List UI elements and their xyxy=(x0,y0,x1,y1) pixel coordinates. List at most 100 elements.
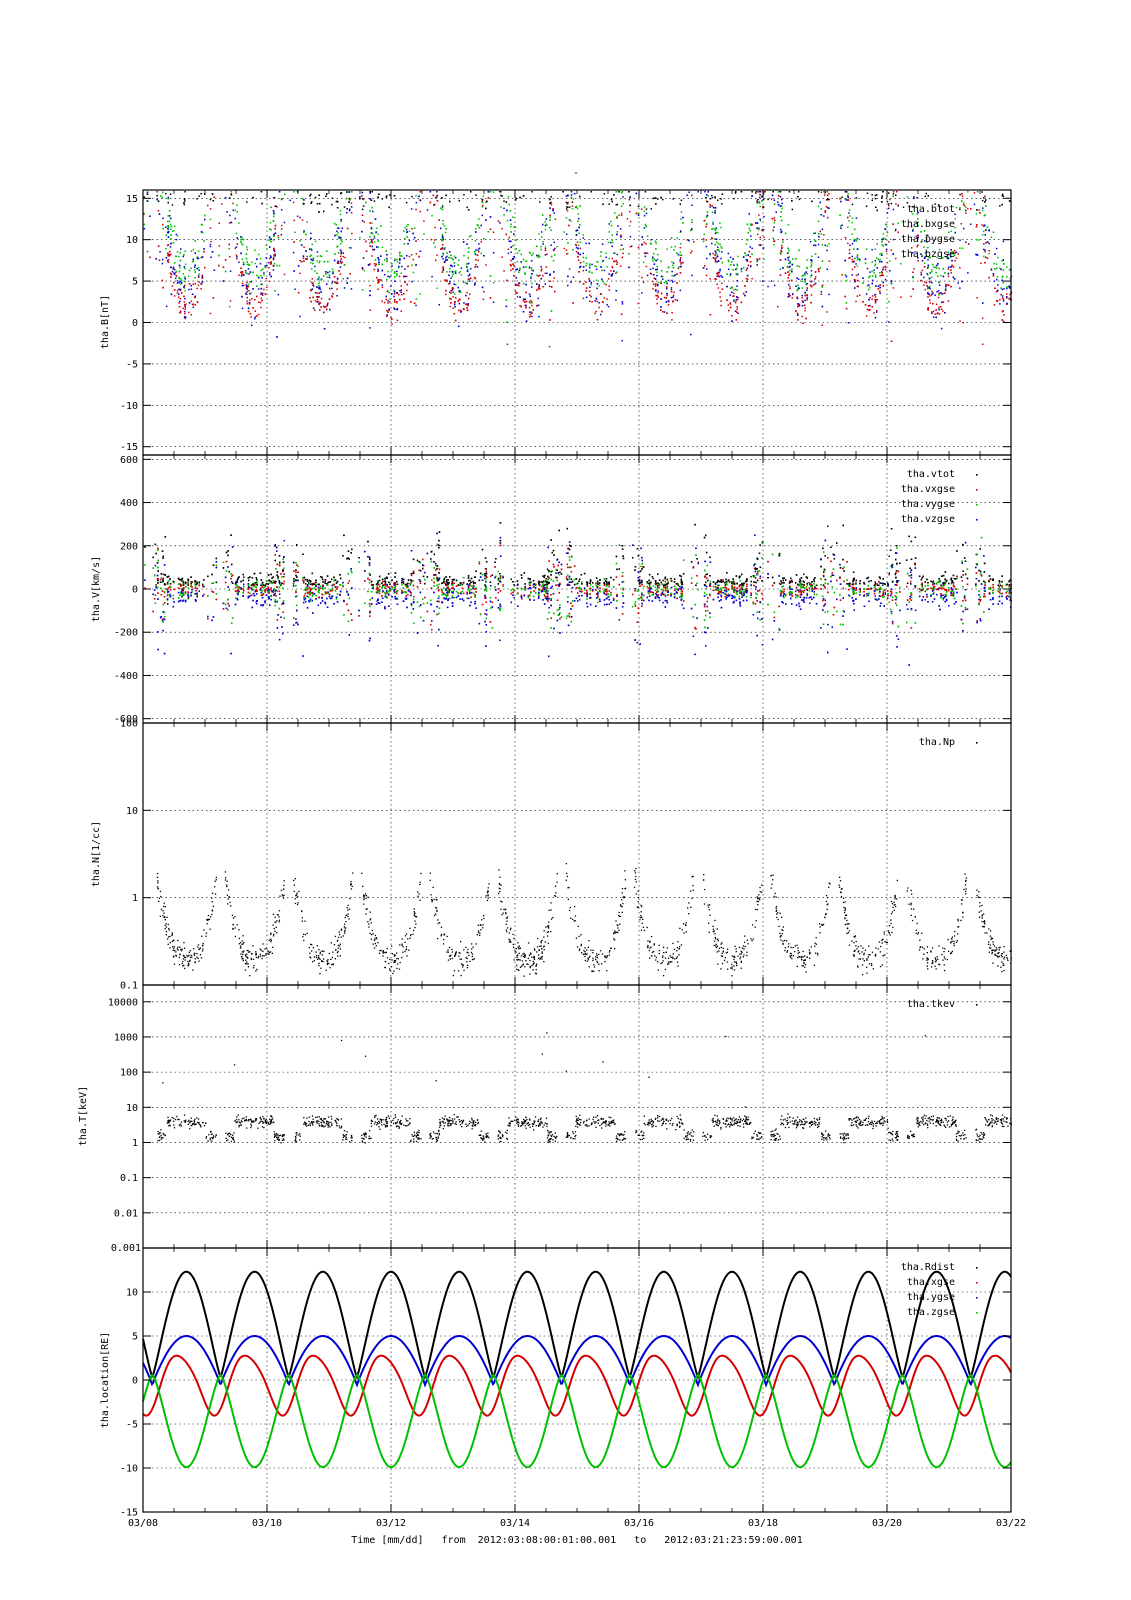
data-point xyxy=(649,268,652,271)
data-point xyxy=(745,258,748,261)
data-point xyxy=(758,214,760,216)
data-point xyxy=(380,255,382,257)
data-point xyxy=(512,263,514,265)
data-point xyxy=(927,296,929,298)
data-point xyxy=(959,239,961,241)
data-point xyxy=(257,277,260,279)
data-point xyxy=(482,204,484,207)
data-point xyxy=(158,213,161,215)
data-point xyxy=(820,293,823,295)
data-point xyxy=(988,276,990,279)
data-point xyxy=(166,252,169,254)
data-point xyxy=(377,240,379,242)
data-point xyxy=(923,230,926,232)
data-point xyxy=(677,267,680,270)
data-point xyxy=(548,345,551,348)
data-point xyxy=(250,316,252,318)
data-point xyxy=(296,215,299,218)
data-point xyxy=(411,228,413,230)
data-point xyxy=(268,235,271,238)
data-point xyxy=(759,244,762,246)
data-point xyxy=(731,315,733,317)
data-point xyxy=(886,261,889,264)
data-point xyxy=(373,268,376,271)
data-point xyxy=(929,287,931,290)
data-point xyxy=(448,274,450,276)
data-point xyxy=(310,193,312,196)
data-point xyxy=(849,256,851,259)
data-point xyxy=(679,289,682,292)
data-point xyxy=(481,201,484,204)
data-point xyxy=(212,200,215,202)
data-point xyxy=(762,228,765,231)
data-point xyxy=(385,250,387,252)
data-point xyxy=(844,259,846,262)
data-point xyxy=(514,283,517,286)
data-point xyxy=(178,281,180,284)
data-point xyxy=(913,268,915,270)
data-point xyxy=(338,237,340,239)
data-point xyxy=(293,219,295,222)
data-point xyxy=(963,205,966,207)
data-point xyxy=(886,231,889,234)
data-point xyxy=(229,300,232,302)
data-point xyxy=(854,228,856,231)
data-point xyxy=(855,274,858,277)
data-point xyxy=(492,252,495,254)
data-point xyxy=(854,266,856,268)
data-point xyxy=(910,295,912,298)
data-point xyxy=(162,227,164,230)
data-point xyxy=(719,270,721,272)
data-point xyxy=(453,255,456,257)
data-point xyxy=(828,198,830,201)
data-point xyxy=(798,305,801,307)
data-point xyxy=(1002,263,1005,265)
data-point xyxy=(652,288,654,290)
data-point xyxy=(336,277,339,280)
data-point xyxy=(910,225,913,228)
data-point xyxy=(536,245,538,248)
data-point xyxy=(866,308,869,311)
data-point xyxy=(385,196,387,198)
data-point xyxy=(374,218,377,220)
data-point xyxy=(314,196,317,199)
data-point xyxy=(454,297,457,299)
data-point xyxy=(386,315,388,318)
data-point xyxy=(391,318,393,320)
data-point xyxy=(854,279,856,281)
data-point xyxy=(734,192,737,194)
data-point xyxy=(513,274,515,277)
data-point xyxy=(171,270,174,273)
data-point xyxy=(404,281,406,284)
data-point xyxy=(679,254,681,256)
data-point xyxy=(923,281,926,283)
data-point xyxy=(879,272,881,274)
data-point xyxy=(362,205,365,207)
data-point xyxy=(185,316,187,318)
data-point xyxy=(789,262,791,264)
data-point xyxy=(712,223,714,225)
data-point xyxy=(773,240,775,242)
data-point xyxy=(780,215,782,218)
data-point xyxy=(165,226,167,229)
data-point xyxy=(652,252,655,255)
data-point xyxy=(299,259,301,262)
data-point xyxy=(361,268,364,270)
data-point xyxy=(553,241,555,244)
data-point xyxy=(876,299,878,301)
data-point xyxy=(342,252,344,254)
data-point xyxy=(726,285,728,288)
data-point xyxy=(407,265,409,268)
data-point xyxy=(403,293,405,295)
data-point xyxy=(272,265,275,267)
data-point xyxy=(999,205,1001,207)
data-point xyxy=(349,273,351,275)
data-point xyxy=(510,223,512,225)
data-point xyxy=(400,285,402,287)
data-point xyxy=(236,258,238,260)
data-point xyxy=(759,193,761,196)
data-point xyxy=(645,265,648,268)
data-point xyxy=(585,257,587,259)
data-point xyxy=(396,301,398,303)
data-point xyxy=(415,240,417,242)
